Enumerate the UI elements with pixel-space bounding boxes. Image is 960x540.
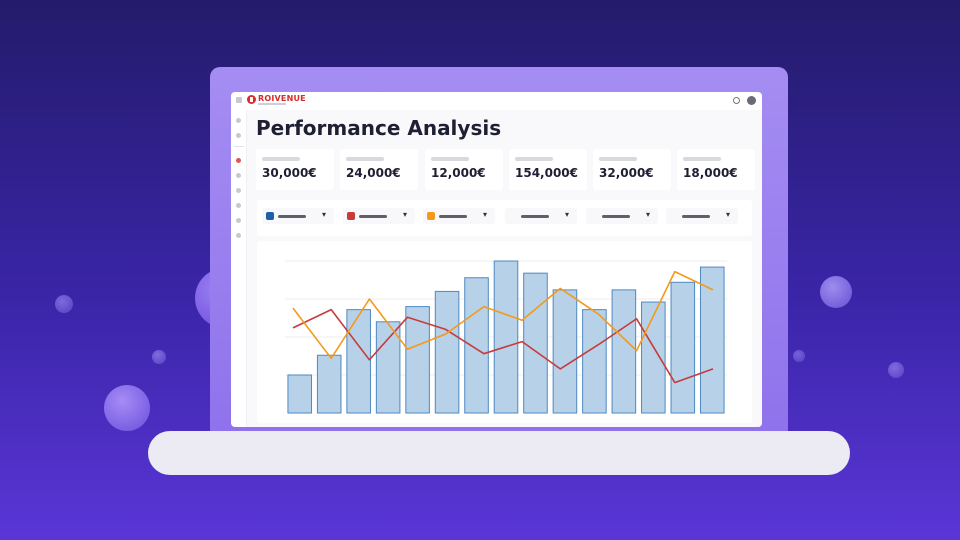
filter-bar: ▾ ▾ ▾ ▾ ▾ (257, 200, 752, 236)
kpi-value: 30,000€ (262, 166, 317, 180)
kpi-value: 154,000€ (515, 166, 579, 180)
kpi-card[interactable]: 30,000€ (256, 149, 334, 190)
avatar[interactable] (747, 96, 756, 105)
chevron-down-icon: ▾ (646, 210, 651, 219)
performance-chart[interactable] (257, 241, 752, 423)
kpi-label (515, 157, 553, 161)
kpi-card[interactable]: 18,000€ (677, 149, 755, 190)
laptop-base (148, 431, 850, 475)
chart-bar[interactable] (582, 309, 607, 414)
chart-bar[interactable] (287, 374, 313, 414)
sidebar-item-8[interactable] (236, 233, 241, 238)
filter-label-placeholder (521, 215, 549, 218)
series-filter-dropdown[interactable]: ▾ (262, 208, 334, 224)
chart-line-orange[interactable] (292, 270, 714, 360)
kpi-value: 18,000€ (683, 166, 738, 180)
chart-line-red[interactable] (292, 308, 714, 384)
decor-bubble (820, 276, 852, 308)
chart-bar[interactable] (523, 272, 548, 414)
app-window: ROIVENUE Performance Analysis 30,000€ 24… (231, 92, 762, 427)
kpi-card[interactable]: 154,000€ (509, 149, 587, 190)
page-title: Performance Analysis (256, 116, 502, 140)
chevron-down-icon: ▾ (403, 210, 408, 219)
filter-label-placeholder (602, 215, 630, 218)
chevron-down-icon: ▾ (565, 210, 570, 219)
decor-bubble (55, 295, 73, 313)
menu-icon[interactable] (236, 97, 242, 103)
series-color-swatch (266, 212, 274, 220)
decor-bubble (104, 385, 150, 431)
sidebar-item-1[interactable] (236, 118, 241, 123)
series-filter-dropdown[interactable]: ▾ (666, 208, 738, 224)
kpi-label (262, 157, 300, 161)
main-content: Performance Analysis 30,000€ 24,000€ 12,… (247, 110, 762, 427)
series-color-swatch (347, 212, 355, 220)
chart-bar[interactable] (641, 301, 666, 414)
kpi-label (431, 157, 469, 161)
performance-chart-card (257, 241, 752, 423)
kpi-value: 12,000€ (431, 166, 486, 180)
help-icon[interactable] (733, 97, 740, 104)
series-color-swatch (427, 212, 435, 220)
decor-bubble (152, 350, 166, 364)
kpi-card[interactable]: 24,000€ (340, 149, 418, 190)
chevron-down-icon: ▾ (726, 210, 731, 219)
filter-label-placeholder (682, 215, 710, 218)
chevron-down-icon: ▾ (322, 210, 327, 219)
filter-label-placeholder (439, 215, 467, 218)
kpi-value: 32,000€ (599, 166, 654, 180)
decor-bubble (888, 362, 904, 378)
decor-bubble (793, 350, 805, 362)
series-filter-dropdown[interactable]: ▾ (343, 208, 415, 224)
chart-bar[interactable] (316, 354, 342, 414)
sidebar-item-6[interactable] (236, 203, 241, 208)
chart-bar[interactable] (434, 290, 460, 414)
chart-bar[interactable] (405, 306, 430, 414)
kpi-label (599, 157, 637, 161)
series-filter-dropdown[interactable]: ▾ (423, 208, 495, 224)
kpi-label (683, 157, 721, 161)
chart-bar[interactable] (670, 281, 696, 414)
chevron-down-icon: ▾ (483, 210, 488, 219)
sidebar-item-4[interactable] (236, 173, 241, 178)
sidebar-item-5[interactable] (236, 188, 241, 193)
sidebar-divider (234, 146, 244, 147)
series-filter-dropdown[interactable]: ▾ (586, 208, 658, 224)
chart-bar[interactable] (464, 277, 489, 414)
kpi-card[interactable]: 32,000€ (593, 149, 671, 190)
chart-bar[interactable] (611, 289, 637, 414)
brand-logo-icon (247, 95, 256, 104)
filter-label-placeholder (278, 215, 306, 218)
filter-label-placeholder (359, 215, 387, 218)
chart-bar[interactable] (493, 260, 519, 414)
chart-bar[interactable] (699, 266, 725, 414)
kpi-label (346, 157, 384, 161)
series-filter-dropdown[interactable]: ▾ (505, 208, 577, 224)
sidebar-item-2[interactable] (236, 133, 241, 138)
chart-bar[interactable] (346, 309, 371, 414)
top-bar: ROIVENUE (231, 92, 762, 110)
brand-tagline (258, 103, 286, 105)
chart-bar[interactable] (552, 289, 578, 414)
sidebar (231, 110, 247, 427)
sidebar-item-7[interactable] (236, 218, 241, 223)
brand-name: ROIVENUE (258, 94, 306, 103)
kpi-value: 24,000€ (346, 166, 401, 180)
kpi-card[interactable]: 12,000€ (425, 149, 503, 190)
sidebar-item-performance[interactable] (236, 158, 241, 163)
